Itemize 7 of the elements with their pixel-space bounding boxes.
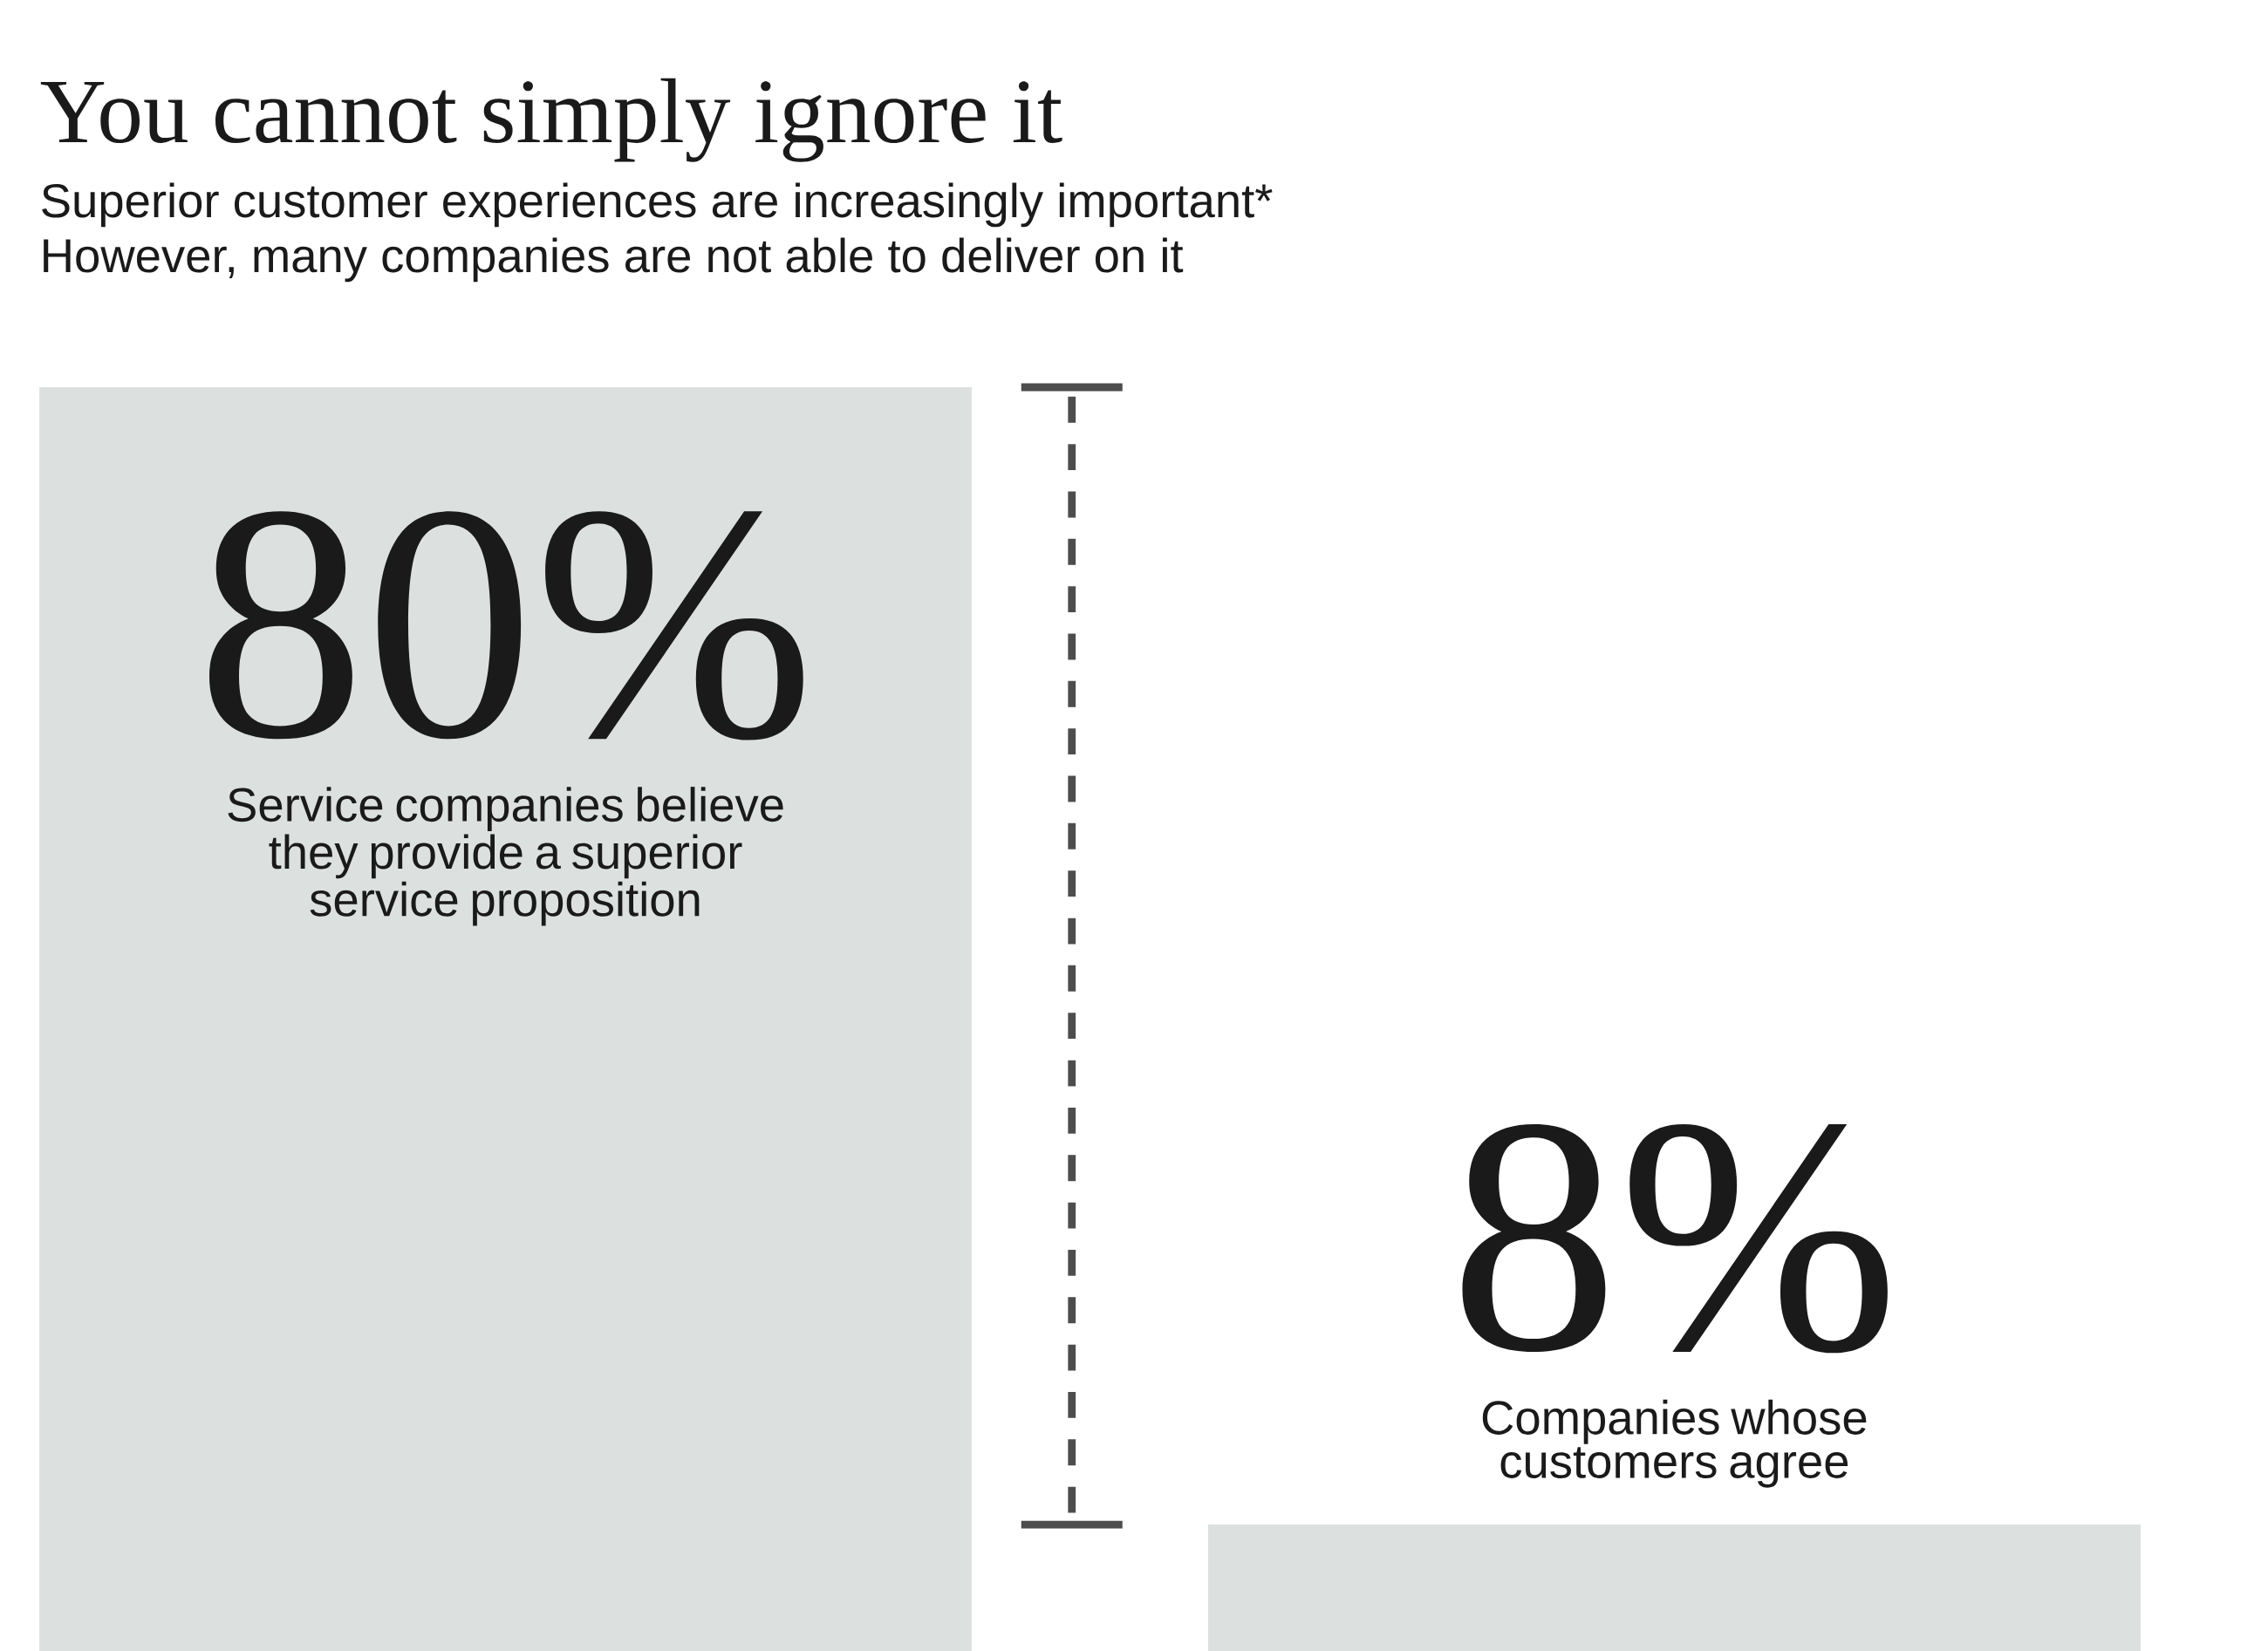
x-tick-label: Service companies believe they provide a superior service proposition <box>228 787 783 926</box>
chart-title: You cannot simply ignore it <box>40 78 1062 162</box>
x-tick-label: Companies whose customers agree <box>1482 1399 1867 1488</box>
data-label: 80% <box>208 511 803 740</box>
text: However, many companies are not able to deliver on it <box>44 237 1184 283</box>
data-label: 8% <box>1462 1124 1888 1354</box>
chart-subtitle: Superior customer experiences are increasingly important* <box>42 182 1273 228</box>
